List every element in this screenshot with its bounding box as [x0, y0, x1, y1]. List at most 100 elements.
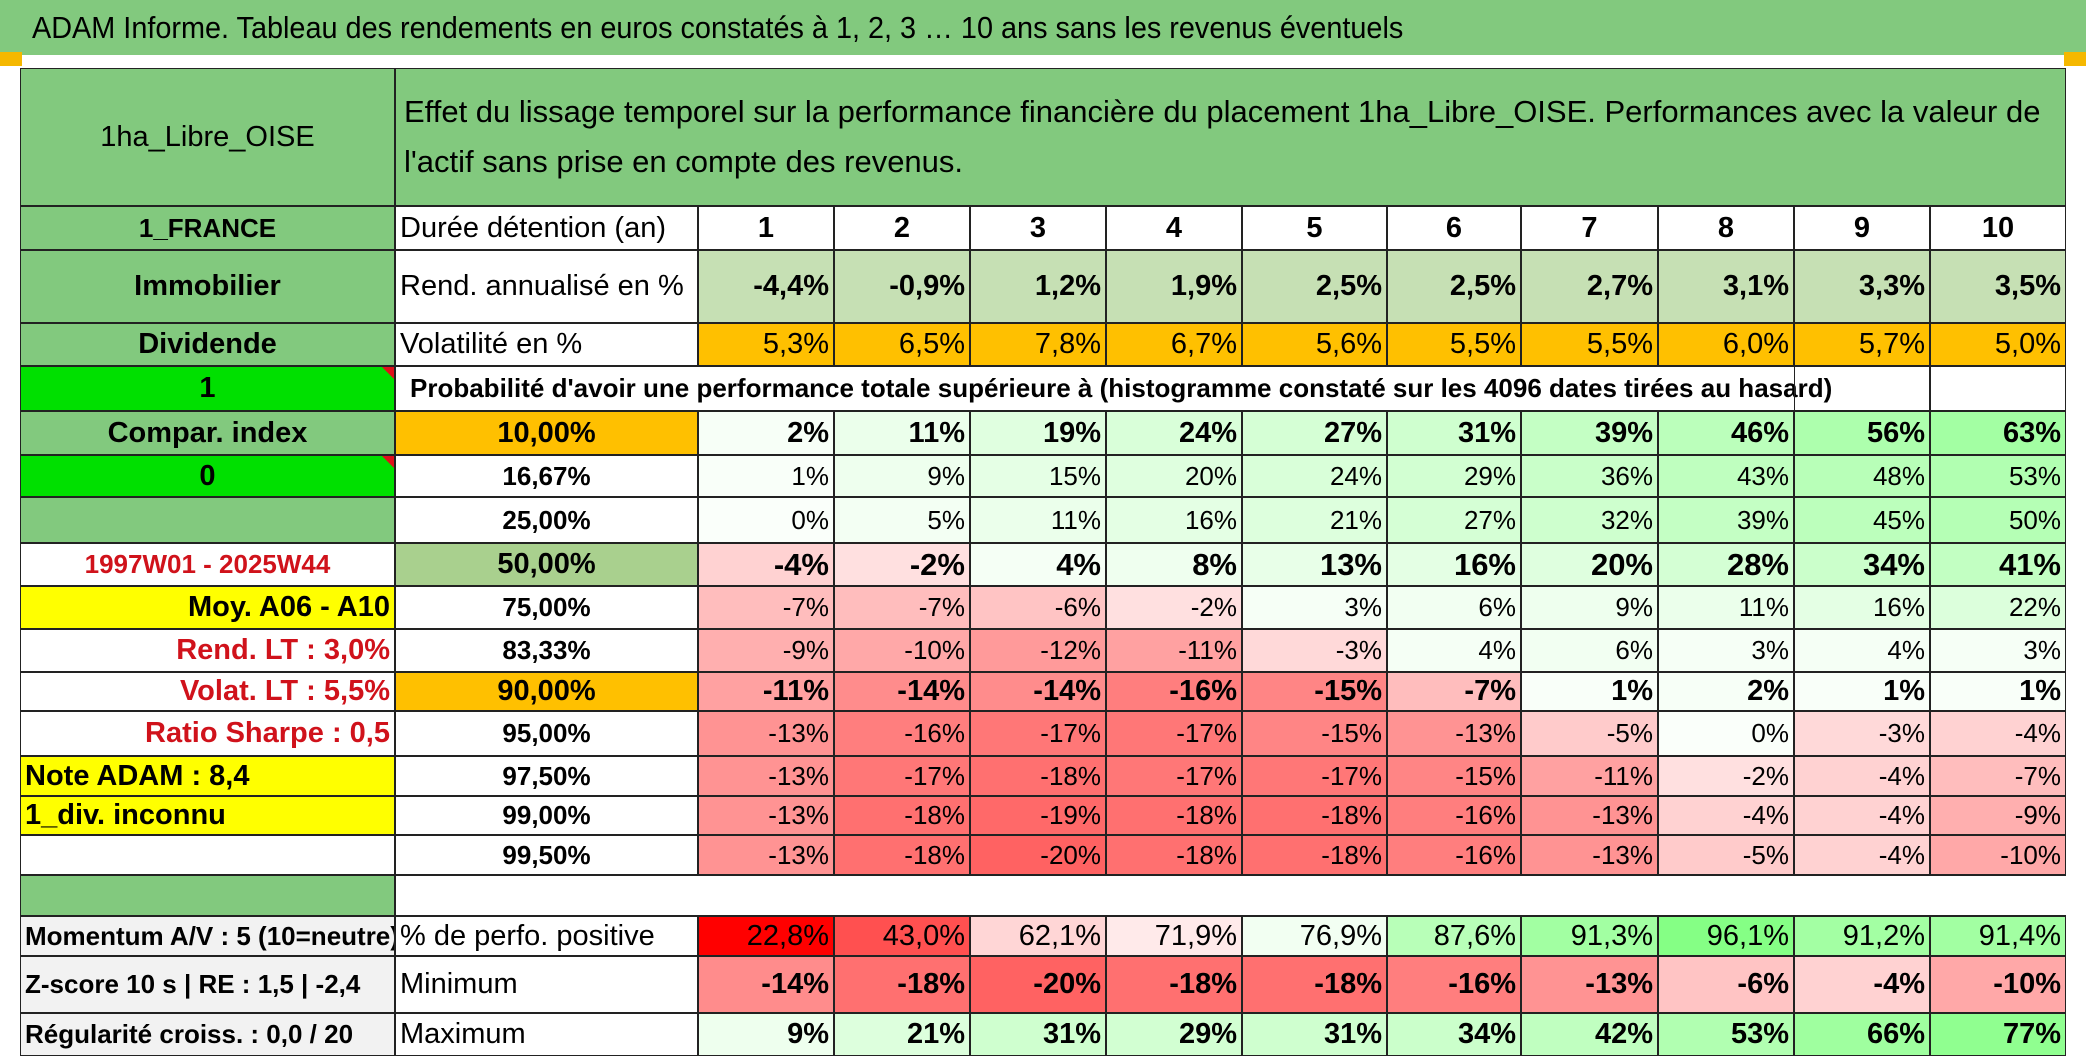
maximum-value: 34% — [1387, 1013, 1521, 1056]
quantile-value: 1% — [1521, 672, 1658, 711]
volatility-value: 5,6% — [1242, 323, 1387, 366]
dividend-status: 1_div. inconnu — [20, 796, 395, 835]
quantile-value: -13% — [1521, 796, 1658, 835]
quantile-value: -17% — [834, 756, 970, 796]
quantile-value: -11% — [698, 672, 834, 711]
quantile-value: 39% — [1658, 497, 1794, 543]
period-label: 1997W01 - 2025W44 — [20, 543, 395, 586]
quantile-value: -17% — [1242, 756, 1387, 796]
year-header: 8 — [1658, 206, 1794, 250]
quantile-value: 21% — [1242, 497, 1387, 543]
minimum-value: -4% — [1794, 956, 1930, 1013]
quantile-value: -7% — [834, 586, 970, 629]
quantile-value: 46% — [1658, 411, 1794, 455]
quantile-value: -10% — [1930, 835, 2066, 875]
positive-performance-value: 87,6% — [1387, 916, 1521, 956]
quantile-value: -13% — [698, 756, 834, 796]
quantile-value: 32% — [1521, 497, 1658, 543]
zscore-info: Z-score 10 s | RE : 1,5 | -2,4 — [20, 956, 395, 1013]
quantile-value: 9% — [1521, 586, 1658, 629]
minimum-label: Minimum — [395, 956, 698, 1013]
flag-0-cell: 0 — [20, 455, 395, 497]
quantile-value: 50% — [1930, 497, 2066, 543]
quantile-value: -3% — [1794, 711, 1930, 756]
quantile-value: -3% — [1242, 629, 1387, 672]
quantile-value: 11% — [970, 497, 1106, 543]
quantile-value: 2% — [1658, 672, 1794, 711]
empty-cell — [20, 835, 395, 875]
volatility-value: 5,5% — [1387, 323, 1521, 366]
spacer-green — [20, 875, 395, 916]
annual-return-value: 3,5% — [1930, 250, 2066, 323]
quantile-label: 97,50% — [395, 756, 698, 796]
quantile-value: 24% — [1106, 411, 1242, 455]
positive-performance-value: 76,9% — [1242, 916, 1387, 956]
quantile-label: 99,00% — [395, 796, 698, 835]
revenue-type-label: Dividende — [20, 323, 395, 366]
quantile-value: -17% — [1106, 756, 1242, 796]
quantile-value: 1% — [1794, 672, 1930, 711]
year-header: 10 — [1930, 206, 2066, 250]
quantile-value: 6% — [1387, 586, 1521, 629]
annual-return-label: Rend. annualisé en % — [395, 250, 698, 323]
empty-cell — [1794, 366, 1930, 411]
year-header: 9 — [1794, 206, 1930, 250]
quantile-value: 4% — [1387, 629, 1521, 672]
quantile-value: -4% — [698, 543, 834, 586]
quantile-value: -5% — [1521, 711, 1658, 756]
report-title: ADAM Informe. Tableau des rendements en … — [32, 10, 1404, 45]
title-bar: ADAM Informe. Tableau des rendements en … — [0, 0, 2086, 55]
annual-return-value: -4,4% — [698, 250, 834, 323]
year-header: 3 — [970, 206, 1106, 250]
quantile-value: 34% — [1794, 543, 1930, 586]
volatility-value: 5,5% — [1521, 323, 1658, 366]
quantile-value: 9% — [834, 455, 970, 497]
quantile-value: -2% — [1658, 756, 1794, 796]
quantile-value: -18% — [1242, 835, 1387, 875]
quantile-value: 27% — [1242, 411, 1387, 455]
quantile-value: 3% — [1242, 586, 1387, 629]
minimum-value: -13% — [1521, 956, 1658, 1013]
annual-return-value: 2,7% — [1521, 250, 1658, 323]
volatility-value: 6,5% — [834, 323, 970, 366]
empty-green-cell — [20, 497, 395, 543]
quantile-value: -18% — [834, 796, 970, 835]
quantile-value: -7% — [1387, 672, 1521, 711]
quantile-value: 11% — [1658, 586, 1794, 629]
quantile-value: 53% — [1930, 455, 2066, 497]
quantile-value: -16% — [834, 711, 970, 756]
adam-score: Note ADAM : 8,4 — [20, 756, 395, 796]
quantile-value: 43% — [1658, 455, 1794, 497]
minimum-value: -10% — [1930, 956, 2066, 1013]
description: Effet du lissage temporel sur la perform… — [395, 68, 2066, 206]
quantile-value: -13% — [1387, 711, 1521, 756]
quantile-value: 22% — [1930, 586, 2066, 629]
quantile-label: 25,00% — [395, 497, 698, 543]
long-term-return: Rend. LT : 3,0% — [20, 629, 395, 672]
minimum-value: -18% — [1106, 956, 1242, 1013]
quantile-value: 13% — [1242, 543, 1387, 586]
minimum-value: -18% — [1242, 956, 1387, 1013]
quantile-value: 1% — [698, 455, 834, 497]
quantile-value: -10% — [834, 629, 970, 672]
quantile-label: 10,00% — [395, 411, 698, 455]
quantile-value: -18% — [1106, 835, 1242, 875]
quantile-value: -5% — [1658, 835, 1794, 875]
quantile-value: -13% — [698, 796, 834, 835]
quantile-value: 39% — [1521, 411, 1658, 455]
quantile-value: 24% — [1242, 455, 1387, 497]
quantile-value: -4% — [1930, 711, 2066, 756]
quantile-value: 2% — [698, 411, 834, 455]
quantile-value: 20% — [1521, 543, 1658, 586]
quantile-value: -12% — [970, 629, 1106, 672]
quantile-value: 48% — [1794, 455, 1930, 497]
annual-return-value: 1,9% — [1106, 250, 1242, 323]
maximum-value: 9% — [698, 1013, 834, 1056]
maximum-value: 31% — [1242, 1013, 1387, 1056]
quantile-value: -16% — [1106, 672, 1242, 711]
quantile-value: -16% — [1387, 796, 1521, 835]
quantile-value: -13% — [698, 711, 834, 756]
year-header: 7 — [1521, 206, 1658, 250]
quantile-value: 8% — [1106, 543, 1242, 586]
minimum-value: -16% — [1387, 956, 1521, 1013]
